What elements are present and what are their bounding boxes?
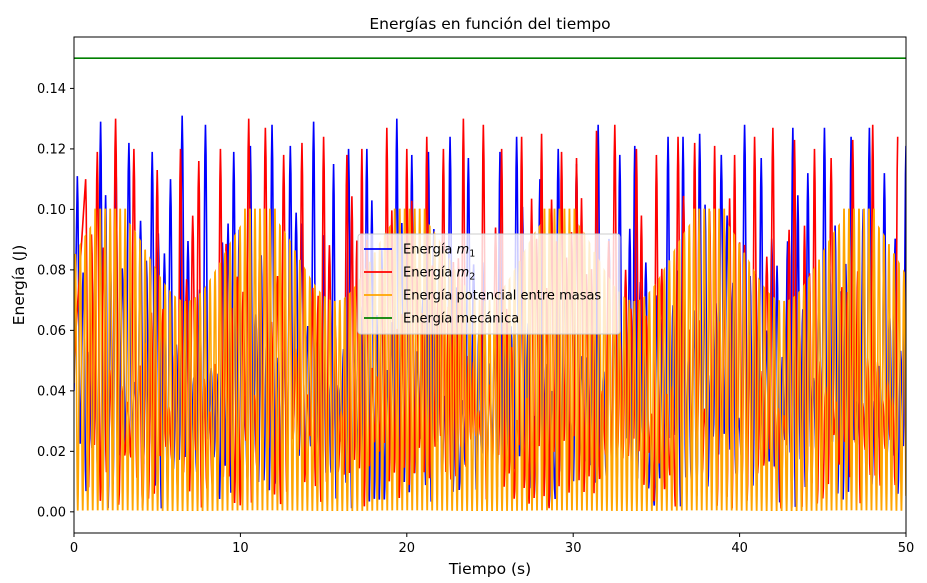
axes-frame xyxy=(73,36,907,534)
series-line-2 xyxy=(74,118,899,509)
chart-title: Energías en función del tiempo xyxy=(369,15,610,33)
legend-entry-label: Energía m1 xyxy=(403,243,475,260)
y-tick-label: 0.14 xyxy=(37,82,66,97)
axes: 0 10 20 30 40 50 0.00 0.02 0.04 0.06 0.08 0.10 0.12 0… xyxy=(37,36,915,556)
y-tick-label: 0.12 xyxy=(37,142,66,157)
x-tick-label: 0 xyxy=(70,541,78,556)
x-tick-label: 30 xyxy=(565,541,582,556)
x-tick-label: 40 xyxy=(731,541,748,556)
y-tick-label: 0.06 xyxy=(37,324,66,339)
x-tick-label: 20 xyxy=(399,541,416,556)
y-axis-label: Energía (J) xyxy=(10,245,28,326)
legend-entry-label: Energía potencial entre masas xyxy=(403,289,601,304)
x-tick-label: 50 xyxy=(898,541,915,556)
y-tick-label: 0.00 xyxy=(37,505,66,520)
x-axis-label: Tiempo (s) xyxy=(448,560,531,578)
y-tick-label: 0.10 xyxy=(37,203,66,218)
legend-box xyxy=(357,233,621,335)
y-tick-label: 0.02 xyxy=(37,445,66,460)
y-tick-label: 0.04 xyxy=(37,384,66,399)
x-tick-label: 10 xyxy=(232,541,249,556)
legend-entry-label: Energía mecánica xyxy=(403,312,519,327)
legend-entry-label: Energía m2 xyxy=(403,266,475,283)
y-tick-label: 0.08 xyxy=(37,263,66,278)
legend: Energía m1 Energía m2 Energía potencial en… xyxy=(357,233,621,335)
